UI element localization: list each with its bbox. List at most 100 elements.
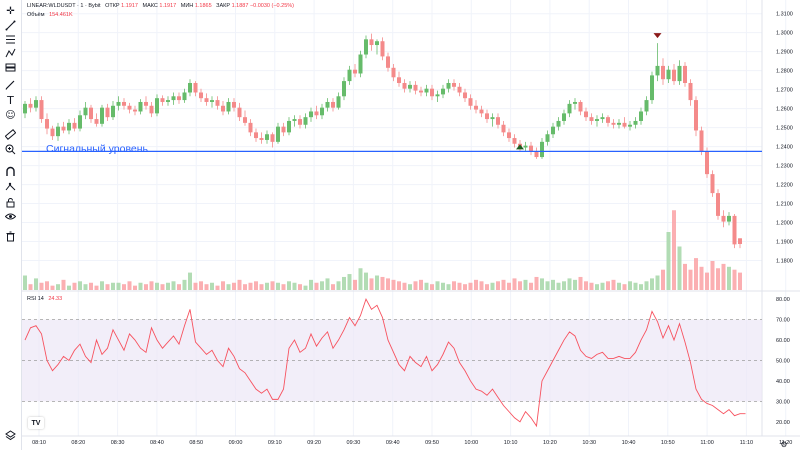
candle-body [133, 109, 137, 112]
candle-body [479, 109, 484, 114]
candle-body [710, 174, 715, 194]
volume-bar [518, 281, 522, 290]
candle-body [639, 111, 643, 121]
settings-gear-icon[interactable]: ⚙ [780, 440, 787, 449]
candle-body [61, 126, 66, 131]
candle-body [276, 126, 280, 142]
fib-icon[interactable] [4, 33, 17, 46]
volume-bar [314, 282, 319, 290]
candle-body [573, 101, 577, 104]
candle-body [281, 126, 286, 133]
volume-bar [474, 279, 478, 290]
candle-body [100, 107, 104, 124]
symbol-name[interactable]: LINEAR:WLDUSDT · 1 · Bybit [27, 3, 101, 9]
volume-bar [595, 284, 599, 290]
volume-bar [243, 284, 247, 290]
volume-bar [320, 281, 324, 290]
volume-bar [419, 279, 423, 290]
volume-bar [171, 281, 176, 290]
chart-canvas[interactable]: 1.3100 1.3000 1.2900 1.2800 1.2700 1.2600 1.25… [22, 0, 800, 450]
volume-bar [149, 281, 154, 290]
candle-body [287, 120, 291, 133]
volume-bar [347, 274, 352, 290]
candle-body [468, 98, 473, 106]
candle-body [672, 69, 676, 82]
volume-bar [666, 232, 671, 290]
rsi-label[interactable]: RSI 14 [27, 296, 44, 302]
price-axis-label: 1.3000 [776, 31, 793, 37]
volume-bar [584, 281, 588, 290]
volume-bar [281, 284, 286, 290]
volume-bar [232, 282, 236, 290]
tradingview-logo[interactable]: TV [28, 417, 44, 429]
volume-bar [138, 282, 143, 290]
high-value: 1.1917 [159, 3, 177, 9]
volume-bar [672, 210, 676, 290]
lock-draw-icon[interactable] [4, 180, 17, 193]
candle-body [72, 122, 77, 129]
time-axis-label: 09:40 [386, 440, 400, 446]
candle-body [413, 84, 418, 91]
candle-body [116, 101, 121, 106]
candle-body [551, 126, 555, 135]
candle-body [655, 65, 660, 76]
brush-icon[interactable] [4, 78, 17, 91]
rsi-band [22, 319, 762, 402]
volume-bar [50, 285, 55, 290]
chart-area[interactable]: 1.3100 1.3000 1.2900 1.2800 1.2700 1.2600 1.25… [22, 0, 800, 450]
volume-bar [380, 276, 385, 290]
volume-bar [94, 285, 99, 290]
emoji-icon[interactable]: ☺ [5, 109, 16, 121]
candle-body [155, 98, 159, 114]
volume-bar [732, 269, 737, 290]
candle-body [540, 141, 544, 158]
volume-bar [89, 282, 93, 290]
volume-bar [342, 276, 346, 290]
candle-body [221, 105, 225, 112]
trash-icon[interactable] [4, 230, 17, 243]
candle-body [160, 98, 165, 102]
candle-body [144, 101, 148, 106]
volume-bar [221, 281, 225, 290]
volume-bar [617, 282, 621, 290]
volume-bar [446, 284, 451, 290]
volume-bar [457, 282, 462, 290]
trend-line-icon[interactable] [4, 19, 17, 32]
ruler-icon[interactable] [4, 128, 17, 141]
rsi-line [24, 298, 746, 428]
price-axis-label: 1.2100 [776, 202, 793, 208]
volume-bar [56, 284, 60, 290]
candle-body [606, 117, 610, 123]
eye-icon[interactable] [4, 210, 17, 223]
magnet-icon[interactable] [4, 165, 17, 178]
pattern-icon[interactable] [4, 47, 17, 60]
crosshair-icon[interactable]: ✛ [6, 5, 15, 17]
projection-icon[interactable] [4, 61, 17, 74]
volume-bar [507, 282, 511, 290]
volume-bar [72, 282, 77, 290]
candle-body [182, 92, 187, 101]
candle-body [529, 145, 533, 152]
volume-bar [716, 268, 720, 290]
candle-body [215, 100, 220, 106]
low-label: МИН [180, 3, 194, 9]
text-icon[interactable]: T [7, 94, 14, 107]
candle-body [617, 122, 621, 125]
lock-icon[interactable] [4, 196, 17, 209]
volume-bar [545, 281, 550, 290]
volume-label[interactable]: Объём [27, 12, 45, 18]
volume-bar [265, 282, 269, 290]
candle-body [243, 117, 247, 123]
rsi-axis-label: 50.00 [776, 359, 790, 365]
volume-bar [430, 284, 434, 290]
volume-bar [661, 269, 665, 290]
volume-bar [633, 282, 638, 290]
volume-legend: Объём 154.461K [27, 11, 73, 19]
candle-body [424, 88, 429, 93]
volume-bar [573, 279, 577, 290]
sell-signal-marker [653, 33, 662, 39]
volume-bar [496, 281, 500, 290]
layers-icon[interactable] [4, 429, 17, 442]
price-axis-label: 1.2500 [776, 126, 793, 132]
zoom-in-icon[interactable] [4, 143, 17, 156]
